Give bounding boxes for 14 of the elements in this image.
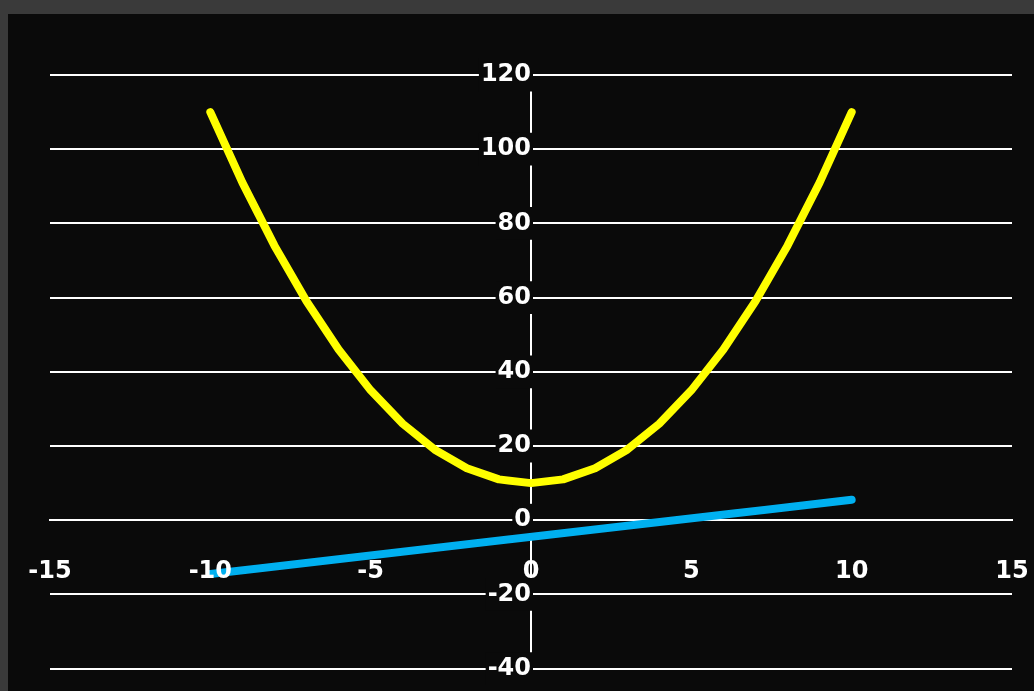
y-tick-label: -40 [487, 652, 531, 681]
y-tick-label: 120 [480, 59, 531, 88]
y-tick-label: 20 [497, 430, 531, 459]
x-tick-label: 5 [682, 556, 700, 585]
x-tick-label: -5 [357, 556, 384, 585]
y-tick-label: 80 [497, 207, 531, 236]
y-tick-label: -20 [487, 578, 531, 607]
y-tick-label: 40 [497, 356, 531, 385]
y-tick-label: 0 [514, 504, 531, 533]
x-tick-label: -15 [28, 556, 72, 585]
y-tick-label: 60 [497, 281, 531, 310]
x-tick-label: 10 [834, 556, 869, 585]
y-tick-label: 100 [480, 133, 531, 162]
x-tick-label: 15 [995, 556, 1029, 585]
